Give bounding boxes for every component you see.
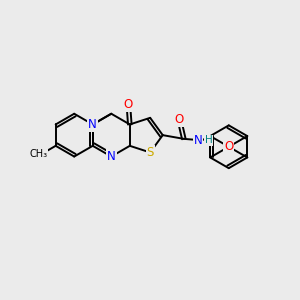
Text: N: N — [88, 118, 97, 131]
Text: O: O — [224, 140, 233, 153]
Text: O: O — [224, 140, 233, 153]
Text: O: O — [175, 113, 184, 126]
Text: N: N — [194, 134, 203, 147]
Text: CH₃: CH₃ — [29, 149, 47, 159]
Text: N: N — [107, 150, 116, 163]
Text: S: S — [146, 146, 154, 159]
Text: O: O — [124, 98, 133, 111]
Text: H: H — [205, 135, 212, 145]
